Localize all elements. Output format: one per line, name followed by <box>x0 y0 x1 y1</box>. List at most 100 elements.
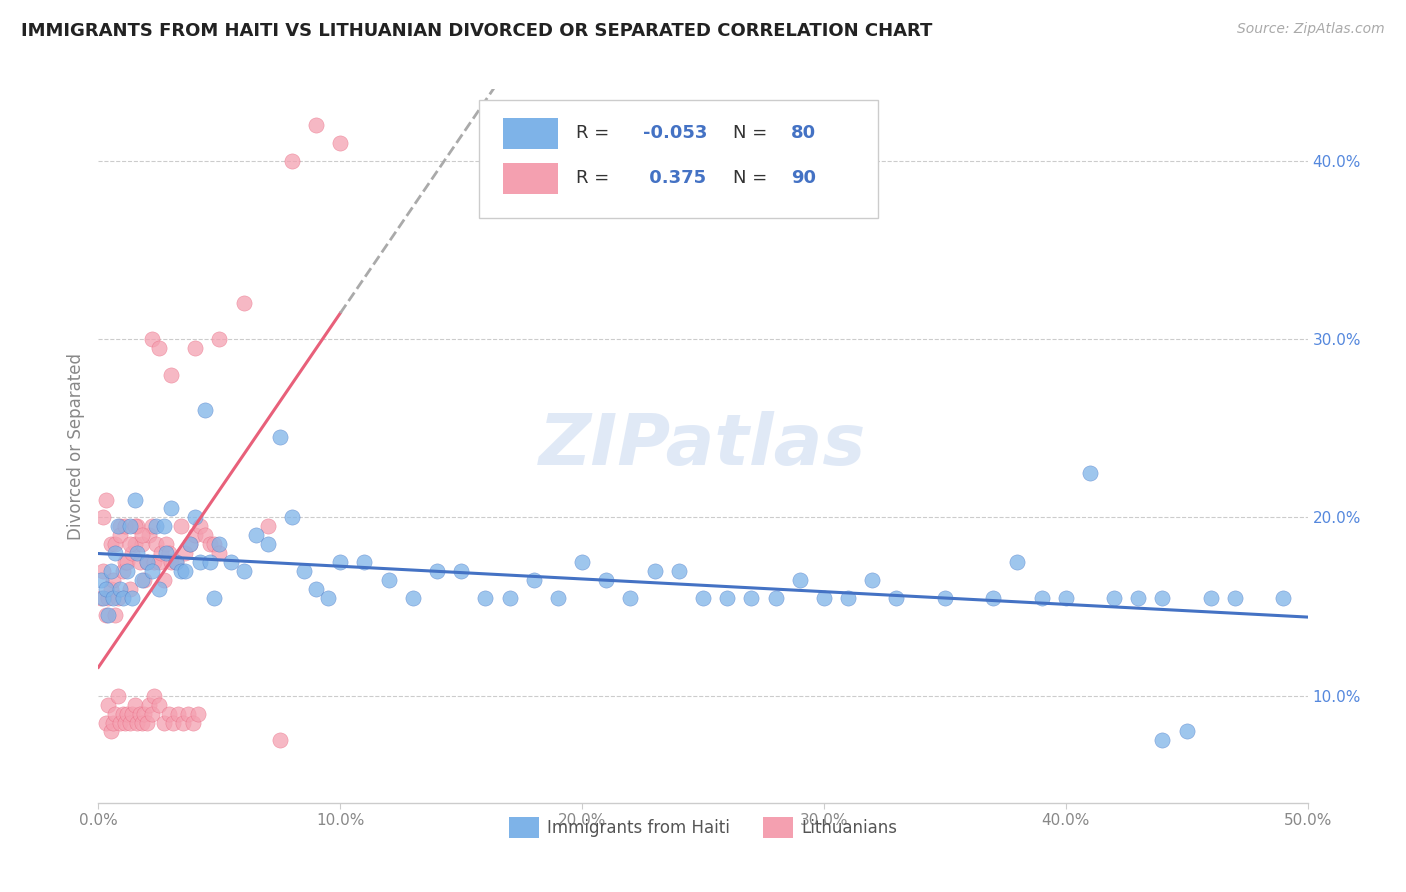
Point <box>160 501 183 516</box>
Point <box>179 537 201 551</box>
Point <box>97 698 120 712</box>
Point <box>104 537 127 551</box>
Point <box>187 706 209 721</box>
Point <box>104 546 127 560</box>
Point <box>204 537 226 551</box>
Point <box>160 555 183 569</box>
Point <box>107 591 129 605</box>
Point <box>316 591 339 605</box>
Point <box>860 573 883 587</box>
Point <box>152 715 174 730</box>
Point <box>148 698 170 712</box>
Point <box>184 341 207 355</box>
Point <box>498 591 520 605</box>
Point <box>150 546 173 560</box>
Point <box>90 573 112 587</box>
Point <box>138 528 160 542</box>
Point <box>152 519 174 533</box>
Point <box>114 555 136 569</box>
Point <box>232 564 254 578</box>
Point <box>188 519 211 533</box>
Point <box>131 537 153 551</box>
Point <box>474 591 496 605</box>
Point <box>94 715 117 730</box>
Legend: Immigrants from Haiti, Lithuanians: Immigrants from Haiti, Lithuanians <box>502 811 904 845</box>
Point <box>148 582 170 596</box>
Point <box>121 591 143 605</box>
Point <box>118 519 141 533</box>
Point <box>1223 591 1246 605</box>
Point <box>305 118 328 132</box>
Point <box>94 582 117 596</box>
Point <box>108 519 131 533</box>
Text: R =: R = <box>576 125 609 143</box>
Point <box>100 724 122 739</box>
Point <box>143 555 166 569</box>
Point <box>108 582 131 596</box>
Point <box>377 573 399 587</box>
Point <box>1102 591 1125 605</box>
Point <box>934 591 956 605</box>
Point <box>111 706 134 721</box>
FancyBboxPatch shape <box>503 162 558 194</box>
Point <box>155 537 177 551</box>
Point <box>131 715 153 730</box>
Point <box>101 591 124 605</box>
Point <box>111 564 134 578</box>
Point <box>94 608 117 623</box>
Point <box>131 528 153 542</box>
Point <box>167 706 190 721</box>
Point <box>141 564 163 578</box>
Point <box>157 706 180 721</box>
Point <box>135 555 157 569</box>
Point <box>188 555 211 569</box>
Point <box>135 555 157 569</box>
Point <box>179 537 201 551</box>
Point <box>221 555 243 569</box>
Point <box>114 519 136 533</box>
Point <box>111 591 134 605</box>
Point <box>104 608 127 623</box>
Point <box>1007 555 1029 569</box>
Point <box>145 537 167 551</box>
Text: ZIPatlas: ZIPatlas <box>540 411 866 481</box>
FancyBboxPatch shape <box>479 100 879 218</box>
Point <box>789 573 811 587</box>
Point <box>204 591 226 605</box>
Point <box>100 537 122 551</box>
Point <box>118 715 141 730</box>
Point <box>232 296 254 310</box>
Point <box>97 608 120 623</box>
Point <box>118 537 141 551</box>
Point <box>353 555 375 569</box>
Point <box>94 492 117 507</box>
Point <box>1031 591 1053 605</box>
FancyBboxPatch shape <box>503 118 558 149</box>
Point <box>1152 733 1174 747</box>
Point <box>245 528 267 542</box>
Point <box>184 528 207 542</box>
Point <box>152 573 174 587</box>
Point <box>143 689 166 703</box>
Point <box>121 546 143 560</box>
Point <box>644 564 666 578</box>
Point <box>169 519 191 533</box>
Point <box>107 519 129 533</box>
Point <box>402 591 425 605</box>
Text: -0.053: -0.053 <box>643 125 707 143</box>
Point <box>91 510 114 524</box>
Point <box>165 555 187 569</box>
Point <box>329 136 352 150</box>
Point <box>124 492 146 507</box>
Point <box>101 715 124 730</box>
Point <box>1272 591 1295 605</box>
Point <box>138 698 160 712</box>
Point <box>256 537 278 551</box>
Point <box>177 706 200 721</box>
Point <box>194 403 217 417</box>
Point <box>269 430 291 444</box>
Point <box>128 555 150 569</box>
Point <box>716 591 738 605</box>
Point <box>692 591 714 605</box>
Point <box>595 573 617 587</box>
